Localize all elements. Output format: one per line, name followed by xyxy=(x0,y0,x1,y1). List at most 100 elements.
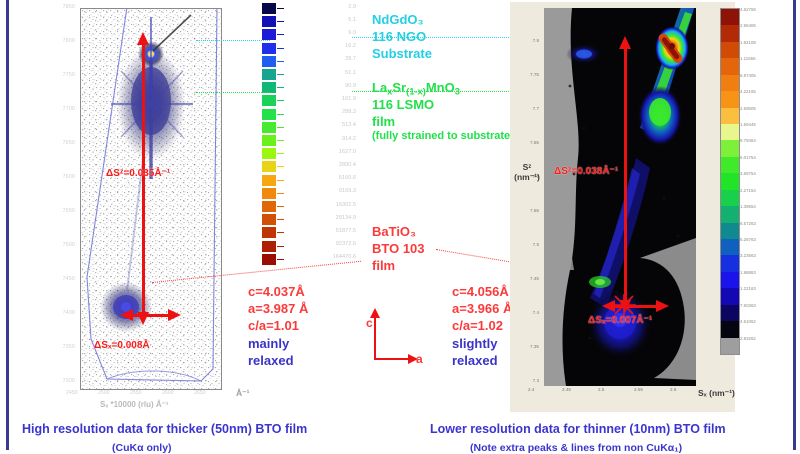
legend-row: 2890.4 xyxy=(262,160,358,173)
legend-tick-dash xyxy=(277,34,284,36)
left-delta-sz-label: ΔSᶻ=0.035Å⁻¹ xyxy=(106,168,171,179)
right-colorbar-labels: 4.62768 2.96406 1.92108 1.11666 6.87405 4.221… xyxy=(740,4,796,360)
right-y-axis-title-text: Sᶻ (nm⁻¹) xyxy=(514,162,540,182)
left-strain-state-line2: relaxed xyxy=(248,353,294,368)
colorbar-segment xyxy=(721,91,739,108)
legend-color-swatch xyxy=(262,187,276,199)
legend-tick-dash xyxy=(277,74,284,75)
right-x-axis-ticks: 2.4 2.45 2.5 2.55 2.6 xyxy=(528,387,708,399)
legend-value-label: 51877.5 xyxy=(335,227,356,234)
left-y-tick: 7600 xyxy=(62,174,75,180)
lsmo-formula-mno: MnO xyxy=(425,80,455,95)
ngo-connector-left xyxy=(196,40,270,41)
axis-indicator-horizontal-shaft xyxy=(374,358,410,361)
legend-color-swatch xyxy=(262,16,276,28)
right-caption-text: Lower resolution data for thinner (10nm)… xyxy=(430,422,726,436)
right-delta-sx-label: ΔSₓ=0.007Å⁻¹ xyxy=(588,315,653,326)
lsmo-formula-x: x xyxy=(387,86,393,97)
legend-row: 288.3 xyxy=(262,108,358,121)
right-x-tick: 2.55 xyxy=(634,387,643,392)
legend-value-label: 29134.9 xyxy=(335,214,356,221)
colorbar-segment xyxy=(721,222,739,240)
right-delta-sx-arrow-head-left xyxy=(602,300,615,312)
legend-tick-dash xyxy=(277,100,284,102)
axis-indicator-a-label: a xyxy=(416,352,423,366)
legend-row: 51877.5 xyxy=(262,226,358,239)
crystal-axis-indicator: c a xyxy=(366,300,426,366)
right-lattice-a: a=3.966 Å xyxy=(452,301,513,316)
bto-formula-label: BaTiO₃ xyxy=(372,224,417,239)
colorbar-value-label: 4.61062 xyxy=(740,319,756,325)
colorbar-value-label: 6.87405 xyxy=(740,72,756,78)
colorbar-value-label: 5.26763 xyxy=(740,237,756,242)
right-lattice-c: c=4.056Å xyxy=(452,284,509,299)
legend-color-swatch xyxy=(262,69,276,80)
legend-row: 2.9 xyxy=(262,2,358,15)
colorbar-value-label: 2.27154 xyxy=(740,187,756,193)
left-x-axis-title: Sₓ *10000 (rlu) Å⁻¹ xyxy=(100,400,169,409)
colorbar-segment xyxy=(721,25,739,43)
left-y-tick: 7850 xyxy=(62,4,75,10)
legend-color-swatch xyxy=(262,227,276,239)
bto-role-label: film xyxy=(372,258,396,273)
legend-tick-dash xyxy=(277,87,284,89)
lsmo-role-label: film xyxy=(372,114,396,129)
legend-color-swatch xyxy=(262,3,276,14)
legend-row: 28.7 xyxy=(262,55,358,68)
colorbar-value-label: 6.01754 xyxy=(740,154,756,160)
left-y-tick: 7300 xyxy=(62,378,75,384)
right-y-tick: 7.55 xyxy=(530,208,539,213)
left-rsm-panel: 7850 7800 7750 7700 7650 7600 7550 7500 … xyxy=(22,2,267,412)
right-delta-sz-arrow-shaft xyxy=(624,46,627,308)
right-y-tick: 7.4 xyxy=(532,310,539,315)
left-rsm-speckle-data xyxy=(81,9,221,389)
legend-row: 914.2 xyxy=(262,134,358,147)
colorbar-value-label: 1.59445 xyxy=(740,122,756,127)
lsmo-note-label: (fully strained to substrate) xyxy=(372,130,514,142)
right-rsm-heatmap-data xyxy=(544,8,696,386)
right-x-axis-title: Sₓ (nm⁻¹) xyxy=(698,388,735,398)
legend-row: 513.4 xyxy=(262,121,358,134)
right-delta-sz-arrow-head-top xyxy=(619,36,631,49)
colorbar-segment xyxy=(721,124,739,141)
legend-tick-dash xyxy=(277,258,284,260)
legend-color-swatch xyxy=(262,55,276,67)
colorbar-value-label: 3.23663 xyxy=(740,253,756,259)
slide-left-border xyxy=(6,0,9,450)
right-x-tick: 2.4 xyxy=(528,387,535,392)
right-strain-state-line2: relaxed xyxy=(452,353,498,368)
colorbar-segment xyxy=(721,140,739,158)
colorbar-value-label: 2.96406 xyxy=(740,23,756,29)
left-x-axis-unit: Å⁻¹ xyxy=(236,388,250,398)
right-x-tick: 2.6 xyxy=(670,387,677,392)
colorbar-segment xyxy=(721,173,739,191)
slide-right-border xyxy=(793,0,796,450)
legend-tick-dash xyxy=(277,126,284,128)
legend-row: 29134.9 xyxy=(262,213,358,226)
lsmo-formula-label: LaxSr(1-x)MnO3 xyxy=(372,80,460,96)
legend-tick-dash xyxy=(277,113,284,115)
legend-tick-dash xyxy=(277,245,284,247)
lsmo-formula-1mx: (1-x) xyxy=(406,86,426,97)
legend-value-label: 2890.4 xyxy=(338,161,356,168)
legend-value-label: 90.9 xyxy=(345,82,356,89)
legend-tick-dash xyxy=(277,60,284,62)
colorbar-segment xyxy=(721,206,739,223)
ngo-formula-text: NdGdO₃ xyxy=(372,12,424,27)
legend-value-label: 513.4 xyxy=(342,122,356,129)
legend-color-swatch xyxy=(262,95,276,107)
right-panel-caption: Lower resolution data for thinner (10nm)… xyxy=(430,422,726,436)
legend-value-label: 92372.6 xyxy=(335,241,356,248)
colorbar-segment xyxy=(721,239,739,256)
right-lattice-ratio: c/a=1.02 xyxy=(452,318,503,333)
legend-row: 9.0 xyxy=(262,28,358,41)
legend-color-swatch xyxy=(262,121,276,133)
legend-row: 161.9 xyxy=(262,94,358,107)
left-lattice-a: a=3.987 Å xyxy=(248,301,309,316)
left-delta-sx-label: ΔSₓ=0.008Å xyxy=(94,340,150,351)
left-caption-text: High resolution data for thicker (50nm) … xyxy=(22,422,308,436)
colorbar-segment xyxy=(721,321,739,338)
right-y-tick: 7.7 xyxy=(532,106,539,111)
colorbar-segment xyxy=(721,337,739,355)
lsmo-formula-3: 3 xyxy=(454,86,460,97)
